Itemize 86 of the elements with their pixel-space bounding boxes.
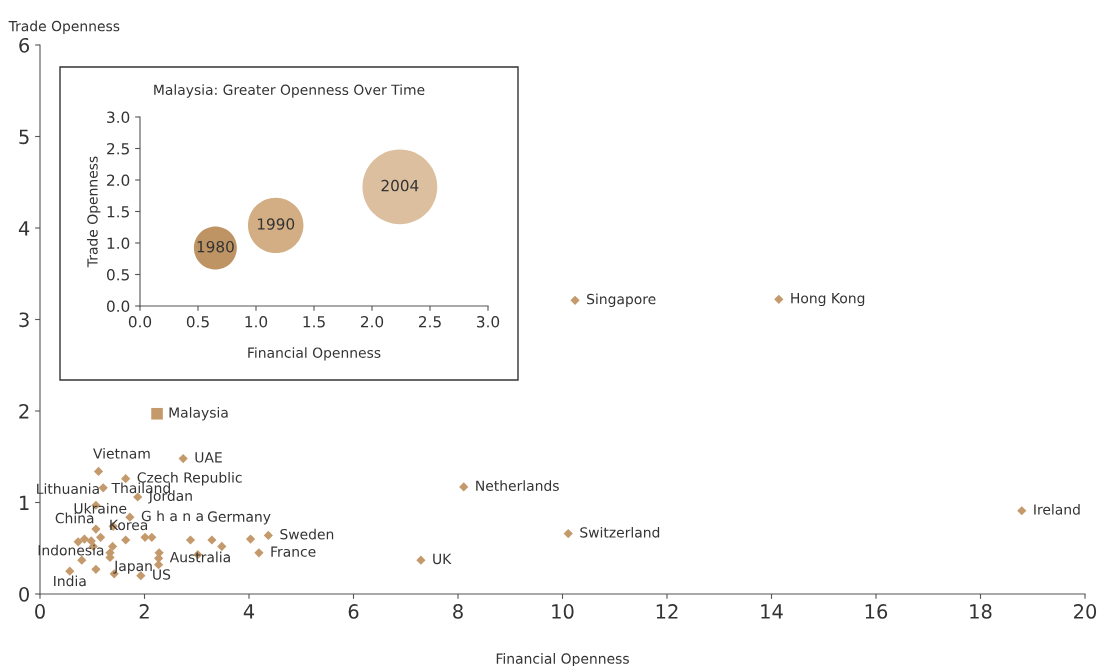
annotation: Ireland bbox=[1034, 504, 1080, 515]
y-tick-label: 3 bbox=[19, 312, 29, 328]
series-label: 1980 bbox=[197, 240, 234, 253]
annotation: Germany bbox=[207, 511, 271, 525]
annotation: Japan bbox=[113, 560, 152, 574]
point bbox=[91, 564, 101, 574]
x-tick-label: 16 bbox=[865, 604, 888, 619]
y-tick-label: 1.5 bbox=[107, 206, 129, 218]
annotation: UK bbox=[433, 553, 452, 565]
point bbox=[416, 555, 426, 565]
y-axis-title: Trade Openness bbox=[8, 20, 120, 35]
point bbox=[121, 535, 131, 545]
annotation: China bbox=[55, 512, 94, 524]
x-tick-label: 0.5 bbox=[186, 315, 209, 328]
x-tick-label: 3.0 bbox=[477, 315, 500, 328]
point bbox=[245, 534, 256, 544]
y-tick-label: 0.0 bbox=[106, 300, 130, 313]
y-tick-label: 3.0 bbox=[107, 111, 130, 124]
annotation: US bbox=[153, 569, 171, 580]
x-tick-label: 20 bbox=[1074, 604, 1097, 619]
y-tick-label: 1.0 bbox=[107, 237, 130, 250]
y-tick-label: 1 bbox=[20, 495, 29, 510]
annotation: Malaysia bbox=[169, 407, 228, 421]
point bbox=[65, 566, 75, 576]
annotation: France bbox=[271, 546, 316, 557]
x-tick-label: 14 bbox=[761, 604, 783, 619]
point bbox=[254, 548, 264, 558]
point bbox=[108, 541, 118, 552]
point bbox=[263, 530, 273, 541]
point bbox=[151, 407, 163, 420]
x-axis-title: Financial Openness bbox=[248, 347, 381, 361]
y-tick-label: 4 bbox=[18, 221, 30, 236]
point bbox=[77, 555, 87, 565]
annotation: Singapore bbox=[587, 293, 656, 308]
y-tick-label: 2.5 bbox=[107, 142, 129, 155]
annotation: Vietnam bbox=[93, 448, 150, 459]
point bbox=[563, 529, 573, 539]
annotation: Ukraine bbox=[74, 502, 127, 514]
y-tick-label: 5 bbox=[19, 129, 29, 145]
annotation: Sweden bbox=[280, 528, 334, 540]
annotation: India bbox=[54, 575, 86, 587]
x-tick-label: 2.0 bbox=[360, 315, 384, 328]
annotation: Lithuania bbox=[37, 483, 99, 494]
point bbox=[570, 295, 580, 305]
annotation: UAE bbox=[195, 452, 222, 463]
x-tick-label: 2.5 bbox=[418, 315, 441, 328]
x-axis-title: Financial Openness bbox=[496, 653, 629, 666]
annotation: Switzerland bbox=[580, 526, 660, 538]
series-label: 1990 bbox=[257, 218, 295, 230]
x-tick-label: 1.5 bbox=[303, 316, 325, 328]
annotation: Hong Kong bbox=[791, 293, 865, 307]
series-label: 2004 bbox=[381, 179, 419, 192]
point bbox=[774, 294, 784, 304]
y-tick-label: 0.5 bbox=[106, 268, 129, 281]
point bbox=[154, 560, 164, 570]
point bbox=[185, 535, 196, 545]
annotation: Australia bbox=[169, 551, 230, 563]
x-tick-label: 10 bbox=[552, 604, 574, 619]
y-tick-label: 2 bbox=[19, 403, 29, 419]
x-tick-label: 0 bbox=[35, 604, 45, 619]
annotation: Netherlands bbox=[476, 480, 559, 491]
y-tick-label: 6 bbox=[19, 37, 30, 53]
x-tick-label: 2 bbox=[139, 604, 149, 619]
annotation: Indonesia bbox=[38, 544, 104, 556]
point bbox=[96, 532, 106, 542]
point bbox=[217, 541, 227, 552]
x-tick-label: 0.0 bbox=[128, 315, 152, 328]
x-tick-label: 8 bbox=[453, 604, 463, 619]
y-axis-title: Trade Openness bbox=[86, 156, 101, 268]
point bbox=[93, 466, 104, 476]
x-tick-label: 6 bbox=[348, 604, 359, 619]
x-tick-label: 1.0 bbox=[245, 315, 268, 328]
y-tick-label: 2.0 bbox=[107, 174, 130, 187]
chart-title: Malaysia: Greater Openness Over Time bbox=[154, 84, 425, 98]
x-tick-label: 12 bbox=[656, 604, 678, 619]
y-tick-label: 0 bbox=[19, 586, 29, 602]
point bbox=[98, 483, 108, 493]
point bbox=[147, 532, 157, 542]
x-tick-label: 4 bbox=[243, 604, 255, 619]
point bbox=[1017, 506, 1027, 516]
point bbox=[178, 453, 188, 464]
point bbox=[207, 535, 217, 545]
point bbox=[79, 534, 90, 544]
point bbox=[459, 482, 469, 492]
x-tick-label: 18 bbox=[970, 604, 992, 619]
point bbox=[91, 524, 101, 534]
